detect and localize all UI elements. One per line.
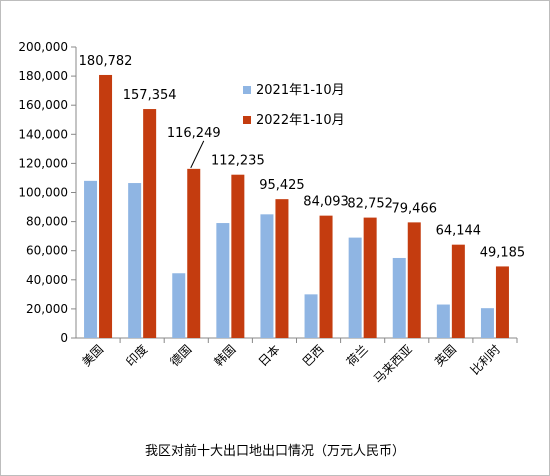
legend-label-0: 2021年1-10月 (256, 83, 345, 98)
y-axis-ticks: 0 20,000 40,000 60,000 80,000 100,000 120,000 1… (18, 40, 76, 345)
bar-2021-1 (128, 183, 142, 338)
y-tick-label: 40,000 (26, 273, 68, 287)
data-label-6: 82,752 (347, 197, 393, 212)
x-tick-label: 美国 (79, 342, 106, 369)
data-label-7: 79,466 (392, 201, 438, 216)
x-tick-label: 巴西 (300, 342, 327, 369)
data-label-5: 84,093 (303, 195, 349, 210)
x-tick-label: 德国 (167, 342, 195, 370)
bar-2022-8 (451, 244, 465, 338)
x-tick-label: 韩国 (211, 342, 239, 370)
bar-2022-1 (143, 109, 157, 338)
data-label-9: 49,185 (480, 245, 526, 260)
bar-2021-5 (304, 294, 318, 338)
bar-2021-6 (348, 237, 362, 338)
y-tick-label: 80,000 (26, 215, 68, 229)
data-labels: 180,782 157,354 116,249 112,235 95,425 84,093… (79, 54, 526, 260)
data-label-8: 64,144 (436, 224, 482, 239)
x-tick-label: 英国 (432, 342, 459, 369)
bar-2022-2 (187, 168, 201, 338)
y-tick-label: 0 (60, 331, 68, 345)
data-label-2: 116,249 (167, 126, 221, 141)
bar-2021-9 (480, 308, 494, 338)
data-label-leader (190, 140, 205, 169)
bar-2022-0 (99, 74, 113, 338)
x-tick-label: 荷兰 (344, 342, 371, 369)
bar-2021-7 (392, 257, 406, 338)
y-tick-label: 200,000 (18, 40, 68, 54)
legend: 2021年1-10月 2022年1-10月 (243, 83, 345, 128)
data-label-4: 95,425 (259, 178, 305, 193)
bar-2022-6 (363, 217, 377, 338)
y-tick-label: 160,000 (18, 98, 68, 112)
bar-2021-3 (216, 223, 230, 338)
x-tick-label: 日本 (256, 342, 283, 369)
bar-2022-3 (231, 174, 245, 338)
legend-swatch-0 (243, 86, 251, 94)
bar-2021-8 (436, 304, 450, 338)
x-tick-label: 印度 (123, 342, 151, 370)
y-tick-label: 60,000 (26, 244, 68, 258)
y-tick-label: 140,000 (18, 127, 68, 141)
bar-2022-4 (275, 199, 289, 338)
chart-title: 我区对前十大出口地出口情况（万元人民币） (145, 443, 405, 459)
bar-2021-0 (84, 180, 98, 338)
bar-2022-9 (495, 266, 509, 338)
y-tick-label: 180,000 (18, 69, 68, 83)
legend-label-1: 2022年1-10月 (256, 113, 345, 128)
data-label-3: 112,235 (211, 154, 265, 169)
legend-swatch-1 (243, 116, 251, 124)
bar-2021-4 (260, 214, 274, 338)
y-tick-label: 20,000 (26, 302, 68, 316)
y-tick-label: 120,000 (18, 156, 68, 170)
data-label-1: 157,354 (123, 88, 177, 103)
bar-2022-7 (407, 222, 421, 338)
bars (84, 74, 509, 338)
data-label-0: 180,782 (79, 54, 133, 69)
x-tick-label: 马来西亚 (371, 342, 415, 386)
y-tick-label: 100,000 (18, 186, 68, 200)
x-tick-label: 比利时 (468, 342, 503, 377)
bar-2021-2 (172, 273, 186, 338)
x-axis-ticks: 美国 印度 德国 韩国 日本 巴西 荷兰 马来西亚 英国 比利时 (79, 338, 518, 386)
bar-2022-5 (319, 215, 333, 338)
